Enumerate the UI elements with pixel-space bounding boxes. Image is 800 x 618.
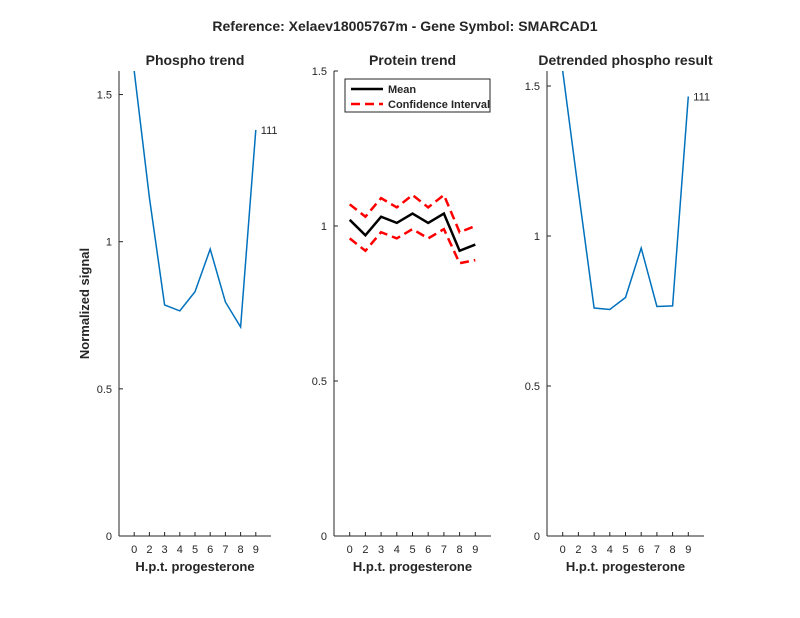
y-tick-label: 1.5	[525, 81, 540, 93]
y-tick-label: 0	[534, 531, 540, 543]
legend-label: Confidence Interval	[388, 99, 490, 111]
x-tick-label: 8	[457, 544, 463, 556]
x-tick-label: 4	[607, 544, 613, 556]
legend-box	[344, 78, 491, 113]
x-tick-label: 2	[575, 544, 581, 556]
x-tick-label: 6	[207, 544, 213, 556]
series-line-2	[348, 193, 476, 234]
x-axis-label: H.p.t. progesterone	[135, 559, 254, 574]
x-tick-label: 7	[441, 544, 447, 556]
x-axis-label: H.p.t. progesterone	[566, 559, 685, 574]
x-tick-label: 6	[638, 544, 644, 556]
panel-title: Phospho trend	[146, 52, 245, 68]
y-tick-label: 0.5	[312, 376, 327, 388]
x-tick-label: 0	[131, 544, 137, 556]
panel-title: Detrended phospho result	[538, 52, 713, 68]
x-tick-label: 0	[347, 544, 353, 556]
y-tick-label: 1.5	[97, 90, 112, 102]
x-tick-label: 4	[177, 544, 183, 556]
series-line-1	[133, 70, 257, 330]
x-tick-label: 3	[162, 544, 168, 556]
x-tick-label: 2	[362, 544, 368, 556]
y-axis-label: Normalized signal	[77, 248, 92, 359]
series-line-1	[348, 211, 476, 253]
x-tick-label: 5	[192, 544, 198, 556]
y-tick-label: 0	[321, 531, 327, 543]
panel-title: Protein trend	[369, 52, 456, 68]
line-end-annotation: 111	[261, 125, 278, 137]
y-tick-label: 0.5	[97, 384, 112, 396]
chart-legend: Mean Confidence Interval	[344, 78, 491, 113]
x-tick-label: 9	[685, 544, 691, 556]
x-tick-label: 9	[253, 544, 259, 556]
series-line-1	[561, 70, 690, 311]
figure-suptitle: Reference: Xelaev18005767m - Gene Symbol…	[212, 18, 597, 34]
x-tick-label: 8	[238, 544, 244, 556]
y-tick-label: 1.5	[312, 66, 327, 78]
series-line-3	[348, 227, 476, 265]
y-tick-label: 1	[106, 237, 112, 249]
y-tick-label: 0	[106, 531, 112, 543]
x-tick-label: 2	[146, 544, 152, 556]
x-tick-label: 5	[409, 544, 415, 556]
y-tick-label: 1	[534, 231, 540, 243]
x-tick-label: 7	[222, 544, 228, 556]
x-tick-label: 6	[425, 544, 431, 556]
y-tick-label: 1	[321, 221, 327, 233]
line-end-annotation: 111	[693, 92, 710, 104]
x-tick-label: 3	[378, 544, 384, 556]
legend-label: Mean	[388, 84, 416, 96]
x-tick-label: 3	[591, 544, 597, 556]
x-tick-label: 0	[560, 544, 566, 556]
x-tick-label: 4	[394, 544, 400, 556]
x-tick-label: 7	[654, 544, 660, 556]
x-axis-label: H.p.t. progesterone	[353, 559, 472, 574]
x-tick-label: 8	[670, 544, 676, 556]
y-tick-label: 0.5	[525, 381, 540, 393]
x-tick-label: 5	[622, 544, 628, 556]
x-tick-label: 9	[472, 544, 478, 556]
